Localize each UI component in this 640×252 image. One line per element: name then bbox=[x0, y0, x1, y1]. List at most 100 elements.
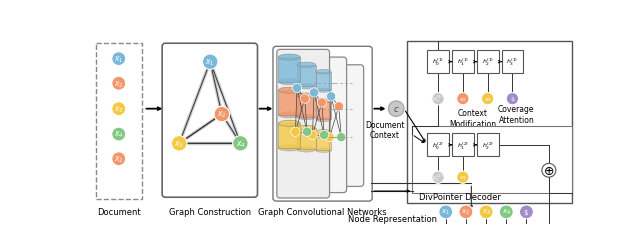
Text: $h_1^{(1)}$: $h_1^{(1)}$ bbox=[457, 57, 469, 68]
Circle shape bbox=[309, 88, 319, 98]
Circle shape bbox=[308, 131, 317, 140]
Circle shape bbox=[112, 152, 125, 166]
Ellipse shape bbox=[316, 118, 331, 122]
Circle shape bbox=[202, 55, 218, 70]
Circle shape bbox=[459, 205, 473, 219]
Circle shape bbox=[520, 205, 533, 219]
Ellipse shape bbox=[278, 145, 300, 151]
Circle shape bbox=[317, 99, 326, 108]
Ellipse shape bbox=[316, 130, 331, 134]
Circle shape bbox=[303, 128, 312, 137]
Text: $h_0^{(2)}$: $h_0^{(2)}$ bbox=[432, 140, 444, 151]
Circle shape bbox=[112, 102, 125, 116]
Circle shape bbox=[319, 131, 329, 140]
Circle shape bbox=[292, 84, 301, 93]
Ellipse shape bbox=[297, 115, 316, 120]
Circle shape bbox=[325, 133, 334, 142]
Bar bbox=[297, 129, 316, 150]
Text: $c$: $c$ bbox=[393, 105, 399, 114]
Ellipse shape bbox=[297, 84, 316, 89]
Text: $x_4$: $x_4$ bbox=[236, 139, 245, 149]
Ellipse shape bbox=[278, 121, 300, 127]
Text: Document: Document bbox=[97, 208, 141, 216]
FancyBboxPatch shape bbox=[477, 51, 499, 74]
Circle shape bbox=[326, 92, 336, 102]
Text: Node Representation: Node Representation bbox=[348, 214, 437, 223]
Ellipse shape bbox=[297, 94, 316, 99]
Ellipse shape bbox=[297, 147, 316, 152]
Circle shape bbox=[479, 205, 493, 219]
Circle shape bbox=[481, 93, 494, 105]
Text: $x_2$: $x_2$ bbox=[459, 95, 467, 103]
Circle shape bbox=[506, 93, 518, 105]
Text: $\$$: $\$$ bbox=[524, 207, 529, 217]
Text: Context
Modification: Context Modification bbox=[449, 109, 497, 128]
Text: $x_2$: $x_2$ bbox=[217, 109, 227, 120]
FancyBboxPatch shape bbox=[452, 134, 474, 157]
Ellipse shape bbox=[316, 89, 331, 93]
Text: $x_2$: $x_2$ bbox=[114, 154, 124, 164]
Ellipse shape bbox=[278, 112, 300, 118]
Text: $h_2^{(2)}$: $h_2^{(2)}$ bbox=[481, 140, 493, 151]
FancyBboxPatch shape bbox=[407, 42, 572, 203]
Text: $y_0^{(2)}$: $y_0^{(2)}$ bbox=[432, 172, 444, 183]
FancyBboxPatch shape bbox=[428, 134, 449, 157]
Text: Graph Convolutional Networks: Graph Convolutional Networks bbox=[259, 208, 387, 216]
Bar bbox=[316, 102, 331, 120]
Circle shape bbox=[112, 128, 125, 141]
Ellipse shape bbox=[316, 100, 331, 104]
Circle shape bbox=[334, 102, 344, 112]
FancyBboxPatch shape bbox=[477, 134, 499, 157]
Ellipse shape bbox=[278, 79, 300, 85]
Bar bbox=[278, 91, 300, 115]
Text: $\$$: $\$$ bbox=[509, 95, 515, 104]
Text: $x_4$: $x_4$ bbox=[502, 207, 511, 216]
FancyBboxPatch shape bbox=[412, 126, 572, 193]
Ellipse shape bbox=[297, 63, 316, 68]
Text: $x_1$: $x_1$ bbox=[114, 54, 124, 65]
FancyBboxPatch shape bbox=[428, 51, 449, 74]
Bar bbox=[278, 58, 300, 82]
Circle shape bbox=[457, 93, 469, 105]
Text: $x_2$: $x_2$ bbox=[461, 207, 470, 216]
Text: $h_3^{(1)}$: $h_3^{(1)}$ bbox=[506, 57, 518, 68]
Circle shape bbox=[388, 102, 404, 117]
Text: $h_1^{(2)}$: $h_1^{(2)}$ bbox=[457, 140, 469, 151]
Circle shape bbox=[214, 107, 230, 122]
Text: Coverage
Attention: Coverage Attention bbox=[498, 105, 534, 124]
Bar bbox=[316, 72, 331, 91]
Text: $x_2$: $x_2$ bbox=[114, 79, 124, 89]
Text: $x_3$: $x_3$ bbox=[114, 104, 124, 114]
Ellipse shape bbox=[316, 70, 331, 75]
Circle shape bbox=[300, 95, 309, 104]
Circle shape bbox=[542, 164, 556, 177]
Circle shape bbox=[439, 205, 452, 219]
Circle shape bbox=[233, 136, 248, 151]
Ellipse shape bbox=[316, 148, 331, 153]
Text: $x_1$: $x_1$ bbox=[442, 207, 451, 216]
Circle shape bbox=[112, 77, 125, 91]
FancyBboxPatch shape bbox=[502, 51, 524, 74]
Circle shape bbox=[457, 171, 469, 184]
Text: $x_3$: $x_3$ bbox=[459, 174, 467, 181]
FancyBboxPatch shape bbox=[162, 44, 257, 197]
Text: $\oplus$: $\oplus$ bbox=[543, 164, 554, 177]
Circle shape bbox=[172, 136, 187, 151]
Circle shape bbox=[337, 133, 346, 142]
FancyBboxPatch shape bbox=[452, 51, 474, 74]
Text: $h_2^{(1)}$: $h_2^{(1)}$ bbox=[481, 57, 493, 68]
Text: $x_4$: $x_4$ bbox=[114, 129, 124, 140]
Text: Document
Context: Document Context bbox=[365, 120, 404, 140]
Text: $x_3$: $x_3$ bbox=[484, 95, 492, 103]
Circle shape bbox=[432, 171, 444, 184]
Text: DivPointer Decoder: DivPointer Decoder bbox=[419, 192, 500, 201]
Ellipse shape bbox=[297, 126, 316, 131]
Bar bbox=[297, 66, 316, 87]
Circle shape bbox=[499, 205, 513, 219]
Circle shape bbox=[432, 93, 444, 105]
Bar bbox=[316, 132, 331, 151]
Ellipse shape bbox=[278, 88, 300, 94]
Ellipse shape bbox=[278, 55, 300, 61]
Text: $y_0^{(1)}$: $y_0^{(1)}$ bbox=[432, 93, 444, 105]
Bar bbox=[297, 96, 316, 118]
